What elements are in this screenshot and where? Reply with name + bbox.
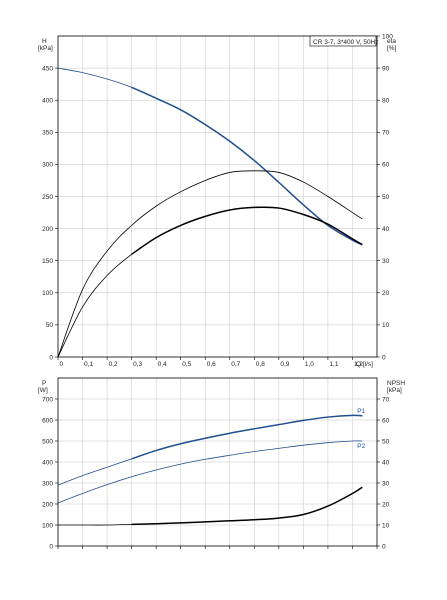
- x-axis-tick-label: 0,5: [182, 361, 191, 368]
- x-axis-tick-label: 0,2: [109, 361, 118, 368]
- left-axis-tick-label: 250: [42, 194, 53, 201]
- left-axis-tick-label: 450: [42, 65, 53, 72]
- series-line-0-2: [57, 206, 363, 358]
- right-axis-tick-label: 10: [382, 322, 390, 329]
- right-axis-tick-label: 70: [382, 396, 390, 403]
- right-axis-title: NPSH: [387, 380, 405, 387]
- left-axis-tick-label: 350: [42, 130, 53, 137]
- x-axis-tick-label: 0,7: [231, 361, 240, 368]
- x-axis-tick-label: 0,4: [158, 361, 167, 368]
- left-axis-tick-label: 700: [42, 396, 53, 403]
- left-axis-tick-label: 150: [42, 258, 53, 265]
- series-working-range-1-2: [131, 486, 363, 526]
- x-axis-title: Q [l/s]: [356, 361, 373, 368]
- right-axis-tick-label: 20: [382, 290, 390, 297]
- left-axis-tick-label: 50: [46, 322, 54, 329]
- right-axis-title: eta: [387, 38, 396, 45]
- x-axis-tick-label: 0,1: [84, 361, 93, 368]
- left-axis-tick-label: 300: [42, 480, 53, 487]
- x-axis-tick-label: 0,3: [133, 361, 142, 368]
- x-axis-tick-label: 0,8: [256, 361, 265, 368]
- left-axis-unit: [kPa]: [38, 45, 53, 52]
- series-working-range-1-0: [131, 414, 363, 460]
- x-axis-tick-label: 0,6: [207, 361, 216, 368]
- series-working-range-0-2: [131, 206, 363, 255]
- right-axis-tick-label: 30: [382, 480, 390, 487]
- left-axis-tick-label: 0: [49, 354, 53, 361]
- right-axis-unit: [kPa]: [387, 387, 402, 394]
- right-axis-tick-label: 70: [382, 130, 390, 137]
- right-axis-tick-label: 40: [382, 226, 390, 233]
- right-axis-tick-label: 100: [382, 33, 393, 40]
- series-line-1-1: [57, 440, 363, 504]
- series-line-0-1: [57, 170, 363, 358]
- right-axis-unit: [%]: [387, 45, 397, 52]
- left-axis-title: H: [42, 38, 47, 45]
- right-axis-tick-label: 80: [382, 98, 390, 105]
- left-axis-tick-label: 100: [42, 290, 53, 297]
- right-axis-tick-label: 10: [382, 522, 390, 529]
- left-axis-tick-label: 100: [42, 522, 53, 529]
- left-axis-tick-label: 200: [42, 226, 53, 233]
- left-axis-tick-label: 400: [42, 98, 53, 105]
- legend-box: CR 3-7, 3*400 V, 50Hz: [309, 35, 379, 47]
- left-axis-tick-label: 500: [42, 438, 53, 445]
- x-axis-tick-label: 1,1: [329, 361, 338, 368]
- series-working-range-0-0: [131, 86, 363, 246]
- left-axis-tick-label: 400: [42, 459, 53, 466]
- right-axis-tick-label: 60: [382, 162, 390, 169]
- right-axis-tick-label: 50: [382, 438, 390, 445]
- right-axis-tick-label: 50: [382, 194, 390, 201]
- series-label-P1: P1: [357, 408, 365, 415]
- left-axis-tick-label: 600: [42, 417, 53, 424]
- right-axis-tick-label: 90: [382, 65, 390, 72]
- x-axis-tick-label: 1,0: [305, 361, 314, 368]
- series-line-0-0: [57, 67, 363, 246]
- right-axis-tick-label: 0: [382, 354, 386, 361]
- series-line-1-0: [57, 414, 363, 486]
- left-axis-tick-label: 0: [49, 543, 53, 550]
- x-axis-tick-label: 0,9: [280, 361, 289, 368]
- left-axis-unit: [W]: [38, 387, 48, 394]
- series-line-1-2: [58, 486, 363, 526]
- left-axis-tick-label: 300: [42, 162, 53, 169]
- legend-text: CR 3-7, 3*400 V, 50Hz: [313, 39, 379, 46]
- left-axis-title: P: [42, 380, 46, 387]
- right-axis-tick-label: 20: [382, 501, 390, 508]
- series-label-P2: P2: [357, 443, 365, 450]
- x-axis-tick-label: 1,2: [354, 361, 363, 368]
- x-axis-tick-label: 0: [60, 361, 64, 368]
- right-axis-tick-label: 40: [382, 459, 390, 466]
- left-axis-tick-label: 200: [42, 501, 53, 508]
- right-axis-tick-label: 30: [382, 258, 390, 265]
- right-axis-tick-label: 0: [382, 543, 386, 550]
- right-axis-tick-label: 60: [382, 417, 390, 424]
